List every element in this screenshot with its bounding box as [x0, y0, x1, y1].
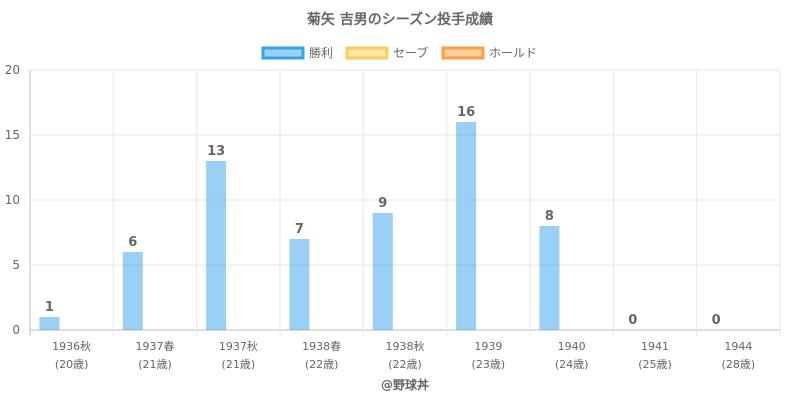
chart-title: 菊矢 吉男のシーズン投手成績 [307, 11, 493, 28]
x-tick-label: 1937春 [136, 340, 175, 353]
x-tick-label: (20歳) [55, 358, 89, 371]
y-tick-label: 10 [5, 193, 20, 207]
bar [39, 317, 60, 330]
y-tick-label: 5 [12, 258, 20, 272]
data-label: 6 [128, 235, 137, 250]
legend-label: 勝利 [309, 45, 333, 60]
data-label: 1 [45, 300, 54, 315]
y-tick-label: 15 [5, 128, 20, 142]
x-tick-label: 1939 [474, 340, 502, 353]
legend-swatch [345, 46, 389, 60]
x-tick-label: 1938春 [302, 340, 341, 353]
bar [372, 213, 393, 330]
x-tick-label: (21歳) [222, 358, 256, 371]
y-tick-label: 20 [5, 63, 20, 77]
credit: @野球丼 [381, 377, 429, 392]
legend-swatch [441, 46, 485, 60]
x-tick-label: 1941 [641, 340, 669, 353]
x-tick-label: (23歳) [472, 358, 506, 371]
legend-swatch [261, 46, 305, 60]
y-tick-label: 0 [12, 323, 20, 337]
data-label: 8 [545, 209, 554, 224]
bar [122, 252, 143, 330]
x-tick-label: 1938秋 [386, 339, 425, 353]
data-label: 7 [295, 222, 304, 237]
x-axis: 1936秋 (20歳) 1937春 (21歳) 1937秋 (21歳) 1938春 (22歳)… [52, 339, 755, 371]
bars [39, 122, 560, 330]
legend-label: セーブ [393, 45, 428, 60]
y-axis: 0 5 10 15 20 [5, 63, 20, 337]
x-tick-label: (22歳) [305, 358, 339, 371]
x-tick-label: (25歳) [638, 358, 672, 371]
data-label: 0 [712, 313, 721, 328]
x-tick-label: 1944 [724, 340, 752, 353]
bar [206, 161, 227, 330]
grid [29, 69, 781, 336]
x-tick-label: 1936秋 [52, 339, 91, 353]
data-label: 9 [378, 196, 387, 211]
data-label: 13 [207, 144, 225, 159]
legend: 勝利 セーブ ホールド [261, 45, 537, 60]
x-tick-label: 1940 [558, 340, 586, 353]
data-label: 0 [628, 313, 637, 328]
bar [539, 226, 560, 330]
bar [289, 239, 310, 330]
x-tick-label: (28歳) [722, 358, 756, 371]
data-label: 16 [457, 105, 475, 120]
bar [456, 122, 477, 330]
x-tick-label: 1937秋 [219, 339, 258, 353]
x-tick-label: (22歳) [388, 358, 422, 371]
legend-label: ホールド [489, 46, 537, 60]
x-tick-label: (21歳) [138, 358, 172, 371]
x-tick-label: (24歳) [555, 358, 589, 371]
